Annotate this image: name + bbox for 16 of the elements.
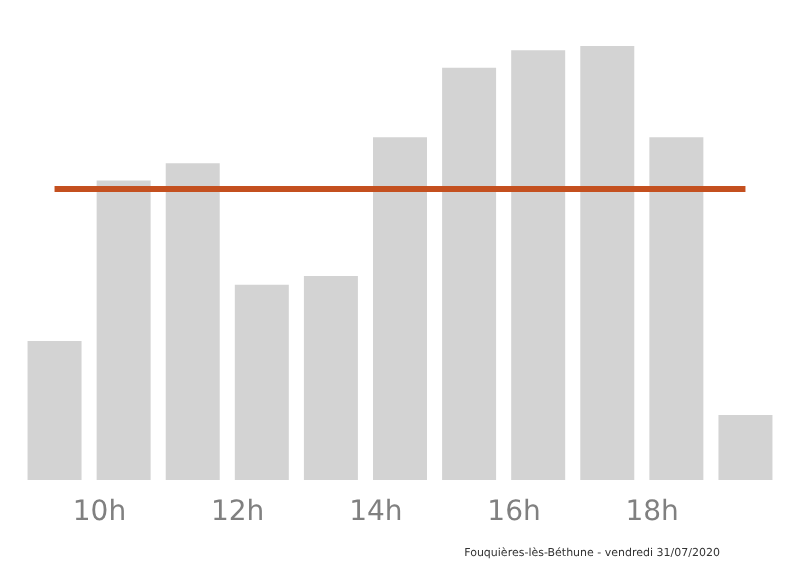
bar bbox=[511, 50, 566, 480]
bar bbox=[718, 414, 773, 480]
bar bbox=[96, 180, 151, 480]
x-tick-label: 16h bbox=[487, 496, 541, 528]
x-tick-label: 14h bbox=[349, 496, 403, 528]
bar bbox=[303, 276, 358, 480]
bar bbox=[165, 163, 220, 480]
bar bbox=[373, 137, 427, 480]
x-tick-label: 10h bbox=[72, 496, 127, 528]
x-tick-label: 12h bbox=[210, 496, 265, 528]
x-tick-label: 18h bbox=[625, 496, 679, 528]
bar bbox=[649, 137, 704, 480]
bar bbox=[580, 46, 635, 480]
bar bbox=[234, 284, 289, 480]
bar bbox=[442, 67, 497, 480]
bar bbox=[27, 341, 82, 480]
